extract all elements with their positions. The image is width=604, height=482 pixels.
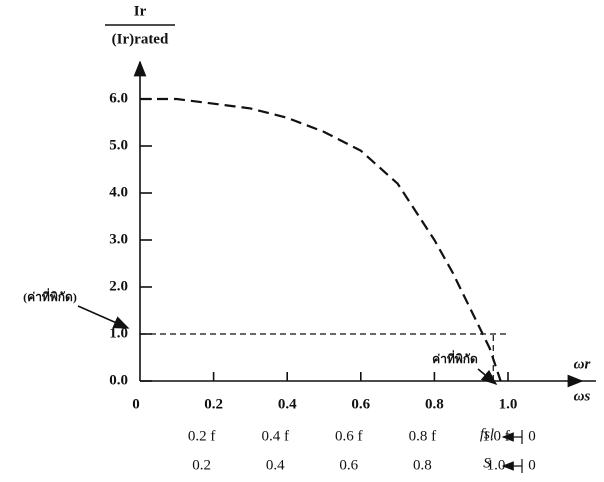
row-symbol: S bbox=[483, 455, 491, 471]
y-tick-label: 1.0 bbox=[109, 325, 128, 341]
row-symbol: fsl bbox=[480, 426, 494, 442]
x-label-denominator: ωs bbox=[574, 388, 591, 404]
x-tick-label: 0.4 bbox=[278, 396, 297, 412]
row-label: 0.4 bbox=[266, 457, 285, 473]
chart: Ir (Ir)rated ωr ωs (ค่าที่พิกัด) ค่าที่พ… bbox=[0, 0, 604, 482]
row-end: 0 bbox=[528, 428, 536, 444]
row-label: 0.8 bbox=[413, 457, 432, 473]
row-label: 0.4 f bbox=[261, 428, 289, 444]
y-label-numerator: Ir bbox=[134, 3, 147, 19]
row-label: 0.8 f bbox=[409, 428, 437, 444]
annotation: ค่าที่พิกัด bbox=[432, 350, 478, 366]
y-tick-label: 6.0 bbox=[109, 90, 128, 106]
x-tick-label: 0 bbox=[132, 396, 140, 412]
y-tick-label: 0.0 bbox=[109, 372, 128, 388]
row-label: 0.2 bbox=[192, 457, 211, 473]
y-tick-label: 4.0 bbox=[109, 184, 128, 200]
row-label: 0.6 bbox=[339, 457, 358, 473]
x-label-numerator: ωr bbox=[574, 356, 591, 372]
x-tick-label: 1.0 bbox=[499, 396, 518, 412]
x-tick-label: 0.8 bbox=[425, 396, 444, 412]
y-label-denominator: (Ir)rated bbox=[112, 31, 169, 47]
y-tick-label: 5.0 bbox=[109, 137, 128, 153]
y-tick-label: 2.0 bbox=[109, 278, 128, 294]
row-end: 0 bbox=[528, 457, 536, 473]
row-label: 0.2 f bbox=[188, 428, 216, 444]
y-tick-label: 3.0 bbox=[109, 231, 128, 247]
row-label: 0.6 f bbox=[335, 428, 363, 444]
x-tick-label: 0.2 bbox=[204, 396, 223, 412]
annotation: (ค่าที่พิกัด) bbox=[23, 288, 77, 304]
x-tick-label: 0.6 bbox=[351, 396, 370, 412]
